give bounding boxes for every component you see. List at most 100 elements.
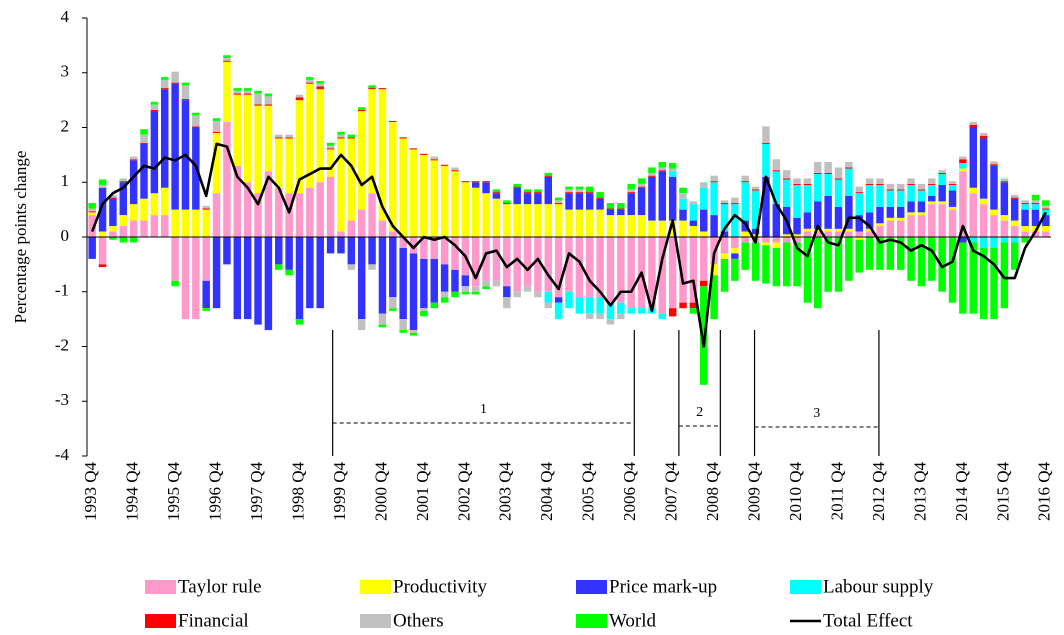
bar-segment	[658, 161, 667, 168]
bar-segment	[907, 215, 915, 237]
bar-segment	[637, 215, 646, 237]
bar-segment	[1042, 208, 1050, 210]
bar-segment	[710, 215, 718, 237]
bar-segment	[959, 168, 967, 172]
bar-segment	[98, 231, 107, 237]
bar-segment	[658, 313, 667, 320]
bar-segment	[762, 142, 770, 144]
bar-segment	[1021, 200, 1029, 204]
bar-segment	[741, 237, 749, 243]
bar-segment	[565, 209, 573, 237]
bar-segment	[948, 183, 957, 185]
bar-segment	[202, 280, 210, 309]
y-tick-label: 4	[61, 7, 70, 26]
bar-segment	[98, 264, 107, 268]
bar-segment	[814, 237, 822, 309]
bar-segment	[824, 231, 832, 237]
bar-segment	[140, 129, 148, 135]
bar-segment	[503, 237, 511, 287]
bar-segment	[648, 176, 656, 221]
bar-segment	[347, 138, 356, 221]
bar-segment	[389, 297, 397, 309]
bar-segment	[969, 124, 977, 128]
bar-segment	[275, 137, 283, 139]
bar-segment	[150, 104, 159, 110]
bar-segment	[306, 79, 314, 83]
bar-segment	[212, 193, 221, 237]
legend-swatch	[790, 580, 821, 594]
bar-segment	[171, 83, 179, 210]
bar-segment	[565, 291, 573, 309]
bar-segment	[606, 237, 615, 303]
bar-segment	[378, 313, 387, 325]
bar-segment	[928, 201, 936, 205]
bar-segment	[544, 302, 553, 309]
bar-segment	[938, 237, 946, 292]
bar-segment	[513, 183, 521, 187]
bar-segment	[689, 204, 698, 221]
bar-segment	[119, 182, 128, 216]
x-tick-label: 2009 Q4	[744, 462, 763, 522]
bar-segment	[731, 203, 739, 205]
bar-segment	[596, 192, 604, 198]
bar-segment	[492, 237, 501, 281]
bar-segment	[451, 170, 459, 172]
bar-segment	[492, 193, 501, 199]
bar-segment	[88, 215, 96, 237]
bar-segment	[534, 237, 542, 292]
bar-segment	[544, 176, 553, 205]
bar-segment	[637, 178, 646, 184]
bar-segment	[471, 237, 480, 287]
bar-segment	[306, 187, 314, 237]
bar-segment	[119, 178, 128, 182]
bar-segment	[886, 206, 895, 218]
bar-segment	[668, 171, 677, 177]
bar-segment	[368, 85, 376, 89]
bar-segment	[565, 186, 573, 190]
bar-segment	[814, 201, 822, 229]
bar-segment	[389, 237, 397, 298]
bar-segment	[1000, 242, 1009, 309]
bar-segment	[1021, 237, 1029, 243]
bar-segment	[865, 237, 874, 270]
bar-segment	[1000, 220, 1009, 237]
bar-segment	[575, 192, 584, 194]
x-tick-label: 2004 Q4	[537, 462, 556, 522]
bar-segment	[482, 193, 490, 237]
bar-segment	[129, 204, 138, 221]
bar-segment	[824, 237, 832, 292]
bar-segment	[326, 148, 335, 150]
bar-segment	[109, 231, 117, 237]
bar-segment	[109, 194, 117, 198]
bar-segment	[782, 237, 791, 243]
bar-segment	[679, 198, 687, 210]
bar-segment	[513, 291, 521, 298]
bar-segment	[896, 190, 905, 207]
bar-segment	[700, 209, 708, 232]
bar-segment	[171, 280, 179, 287]
bar-segment	[554, 237, 563, 298]
bar-segment	[440, 264, 449, 292]
bar-segment	[845, 231, 853, 237]
bar-segment	[482, 181, 490, 183]
bar-segment	[720, 200, 729, 204]
bar-segment	[585, 193, 594, 210]
bar-segment	[513, 237, 521, 292]
bar-segment	[782, 242, 791, 287]
bar-segment	[565, 192, 573, 194]
bar-segment	[803, 237, 812, 303]
bar-segment	[720, 258, 729, 292]
bar-segment	[98, 179, 107, 185]
bar-segment	[119, 226, 128, 237]
bar-segment	[357, 107, 366, 110]
bar-segment	[948, 184, 957, 191]
bar-segment	[969, 237, 977, 243]
bar-segment	[886, 220, 895, 237]
bar-segment	[782, 178, 791, 180]
bar-segment	[990, 215, 998, 237]
bar-segment	[285, 137, 293, 139]
bar-segment	[202, 208, 210, 210]
bar-segment	[606, 209, 615, 216]
bar-segment	[461, 291, 470, 295]
